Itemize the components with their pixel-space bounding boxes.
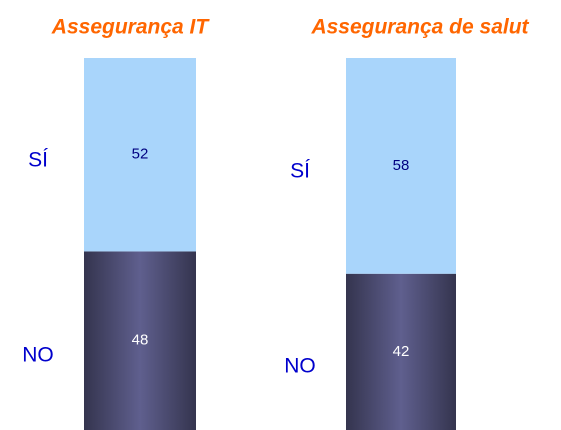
value-label: 42 (393, 343, 410, 360)
bar-shading (346, 273, 456, 430)
series-label: SÍ (28, 148, 48, 171)
value-label: 58 (393, 157, 410, 174)
series-label: NO (284, 354, 316, 377)
value-label: 48 (132, 332, 149, 349)
series-label: NO (22, 343, 54, 366)
bar-segment (84, 58, 196, 252)
bar-segment (346, 58, 456, 274)
value-label: 52 (132, 146, 149, 163)
chart-title: Assegurança IT (51, 16, 211, 39)
series-label: SÍ (290, 159, 310, 182)
bar-shading (84, 251, 196, 430)
chart-title: Assegurança de salut (310, 16, 529, 39)
